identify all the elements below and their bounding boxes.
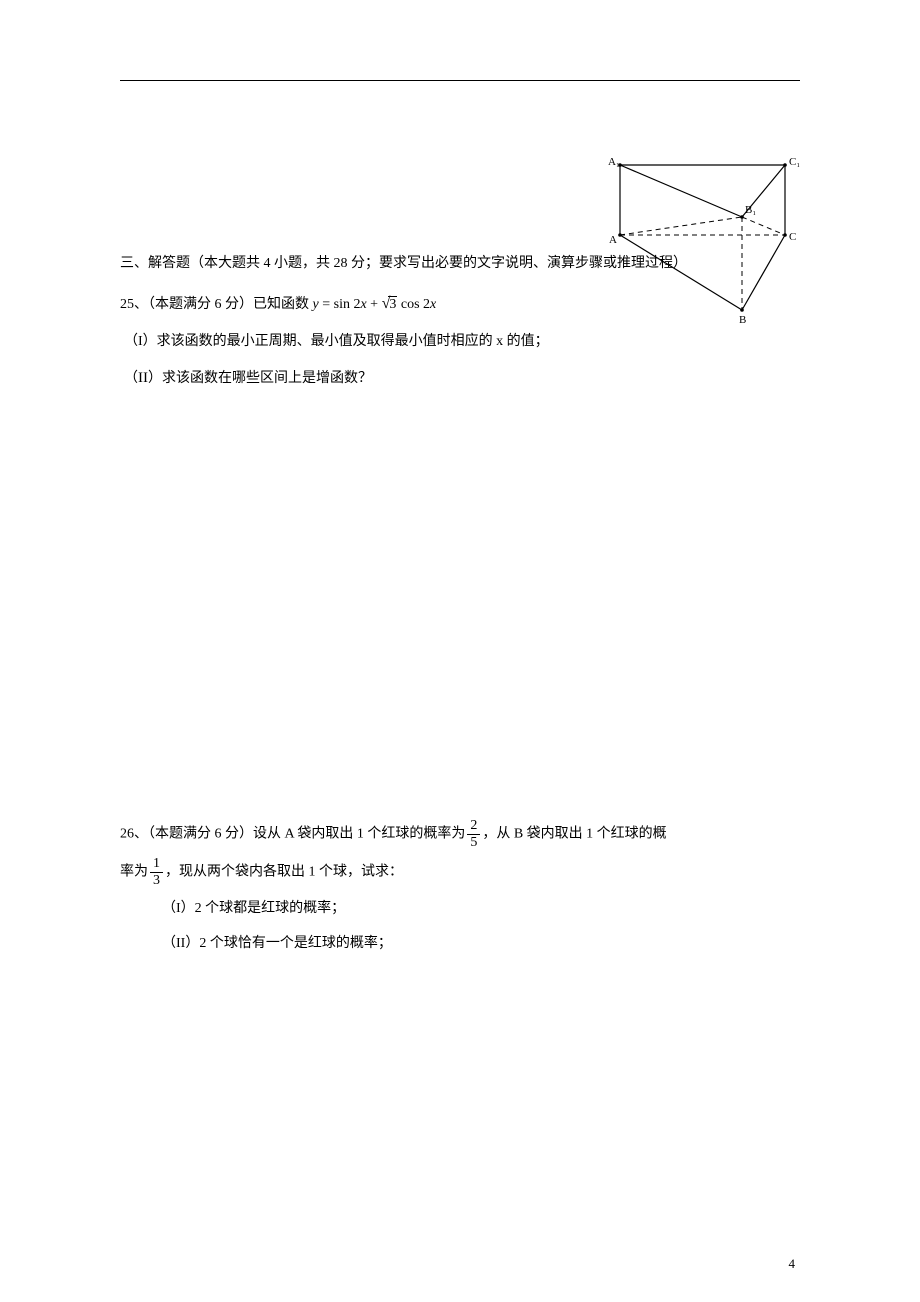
top-border <box>120 80 800 81</box>
fraction-2-5: 25 <box>467 819 480 850</box>
label-b: B <box>739 314 746 326</box>
problem-26-line-1: 26、（本题满分 6 分）设从 A 袋内取出 1 个红球的概率为25，从 B 袋… <box>120 819 800 851</box>
label-c1: C₁ <box>789 156 800 168</box>
fraction-1-3: 13 <box>150 857 163 888</box>
problem-26-part-1: （I）2 个球都是红球的概率； <box>120 894 800 925</box>
p26-l1-suffix: ，从 B 袋内取出 1 个红球的概 <box>482 827 666 842</box>
p26-l2-suffix: ，现从两个袋内各取出 1 个球，试求： <box>165 864 403 879</box>
cos-part: cos 2 <box>397 297 430 312</box>
p26-l1-prefix: 26、（本题满分 6 分）设从 A 袋内取出 1 个红球的概率为 <box>120 827 465 842</box>
p26-l2-prefix: 率为 <box>120 864 148 879</box>
plus-part: + <box>367 297 382 312</box>
sqrt-3: √3 <box>382 286 398 321</box>
problem-25-prefix: 25、（本题满分 6 分）已知函数 <box>120 297 313 312</box>
prism-diagram: A₁ C₁ B₁ A C B <box>590 155 800 335</box>
eq-part: = sin 2 <box>319 297 361 312</box>
var-x2: x <box>430 297 436 312</box>
label-a: A <box>609 234 617 246</box>
problem-25-part-2: （II）求该函数在哪些区间上是增函数？ <box>120 362 800 395</box>
label-c: C <box>789 231 796 243</box>
part2-text: ）求该函数在哪些区间上是增函数？ <box>148 371 372 386</box>
label-a1: A₁ <box>608 156 620 168</box>
roman-ii: II <box>138 370 148 386</box>
problem-26-line-2: 率为13，现从两个袋内各取出 1 个球，试求： <box>120 857 800 889</box>
label-b1: B₁ <box>745 204 756 216</box>
spacer <box>120 399 800 819</box>
problem-26-part-2: （II）2 个球恰有一个是红球的概率； <box>120 929 800 960</box>
page-number: 4 <box>789 1256 796 1272</box>
part2-open: （ <box>124 371 138 386</box>
